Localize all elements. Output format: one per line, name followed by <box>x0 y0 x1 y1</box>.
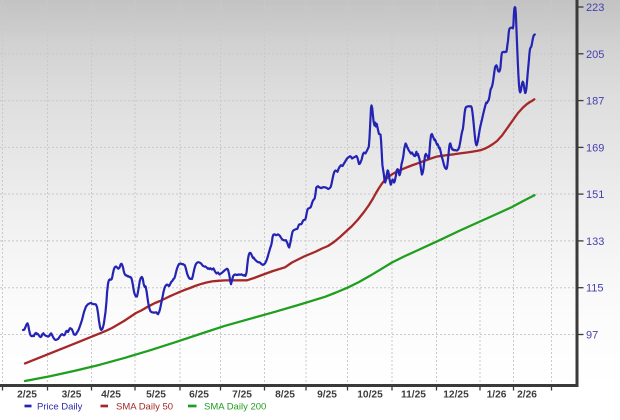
svg-text:9/25: 9/25 <box>317 389 337 400</box>
svg-text:115: 115 <box>586 283 604 295</box>
svg-text:6/25: 6/25 <box>189 389 209 400</box>
svg-text:223: 223 <box>586 2 604 14</box>
svg-text:SMA Daily 200: SMA Daily 200 <box>204 402 266 413</box>
svg-text:8/25: 8/25 <box>275 389 295 400</box>
svg-text:97: 97 <box>586 330 598 342</box>
svg-text:Price Daily: Price Daily <box>37 402 83 413</box>
svg-text:2/26: 2/26 <box>517 389 537 400</box>
svg-text:205: 205 <box>586 49 604 61</box>
svg-text:11/25: 11/25 <box>401 389 426 400</box>
svg-text:3/25: 3/25 <box>62 389 82 400</box>
svg-text:7/25: 7/25 <box>232 389 252 400</box>
svg-text:1/26: 1/26 <box>487 389 507 400</box>
svg-text:133: 133 <box>586 236 604 248</box>
svg-text:151: 151 <box>586 189 604 201</box>
svg-text:2/25: 2/25 <box>17 389 37 400</box>
svg-text:SMA Daily 50: SMA Daily 50 <box>116 402 173 413</box>
svg-text:5/25: 5/25 <box>146 389 166 400</box>
svg-text:169: 169 <box>586 142 604 154</box>
svg-text:4/25: 4/25 <box>101 389 121 400</box>
svg-text:12/25: 12/25 <box>443 389 469 400</box>
svg-text:10/25: 10/25 <box>357 389 383 400</box>
svg-text:187: 187 <box>586 96 604 108</box>
